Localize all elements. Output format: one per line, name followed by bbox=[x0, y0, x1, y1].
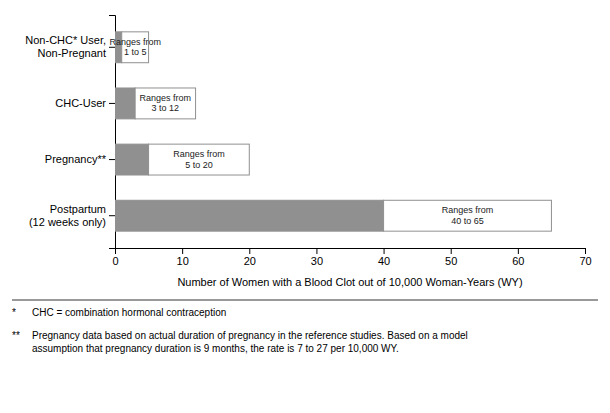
y-tick: CHC-User bbox=[55, 97, 115, 109]
y-tick-label: CHC-User bbox=[55, 97, 106, 109]
x-tick-mark bbox=[585, 248, 586, 254]
x-tick-label: 70 bbox=[579, 255, 591, 267]
y-tick-mark bbox=[109, 103, 115, 104]
bar-range bbox=[384, 200, 552, 231]
annotation: Ranges from3 to 12 bbox=[140, 93, 192, 113]
y-tick: Pregnancy** bbox=[45, 153, 115, 165]
bar-range bbox=[149, 144, 250, 175]
annotation: Ranges from40 to 65 bbox=[442, 205, 494, 225]
text-line: CHC-User bbox=[55, 97, 106, 109]
text-line: 40 to 65 bbox=[451, 216, 484, 226]
x-tick: 20 bbox=[244, 248, 256, 267]
y-axis-line bbox=[109, 16, 116, 249]
text-line: 5 to 20 bbox=[185, 160, 213, 170]
separator bbox=[12, 300, 598, 301]
x-tick-mark bbox=[182, 248, 183, 254]
y-tick-label: Non-CHC* User,Non-Pregnant bbox=[25, 34, 106, 59]
y-tick: Non-CHC* User,Non-Pregnant bbox=[25, 34, 115, 59]
text-line: CHC = combination hormonal contraception bbox=[32, 307, 226, 318]
text-line: Ranges from bbox=[442, 205, 494, 215]
annotation: Ranges from5 to 20 bbox=[173, 149, 225, 169]
x-axis-line bbox=[116, 249, 586, 255]
bars bbox=[115, 32, 551, 231]
x-axis-title: Number of Women with a Blood Clot out of… bbox=[177, 276, 522, 288]
y-tick: Postpartum(12 weeks only) bbox=[29, 203, 115, 228]
text-line: Non-Pregnant bbox=[38, 47, 107, 59]
x-tick: 30 bbox=[311, 248, 323, 267]
x-tick-label: 60 bbox=[512, 255, 524, 267]
plot: 0 10 20 30 40 50 60 70 Postpartum(12 weeks only)… bbox=[25, 16, 591, 267]
text-line: 3 to 12 bbox=[152, 103, 180, 113]
x-tick: 50 bbox=[445, 248, 457, 267]
text-line: Pregnancy** bbox=[45, 153, 107, 165]
text-line: Non-CHC* User, bbox=[25, 34, 106, 46]
text-line: Pregnancy data based on actual duration … bbox=[32, 330, 468, 341]
x-tick-mark bbox=[451, 248, 452, 254]
bar-range bbox=[135, 88, 195, 119]
text-line: Postpartum bbox=[50, 203, 106, 215]
x-tick-mark bbox=[518, 248, 519, 254]
footnote-symbol: * bbox=[12, 307, 16, 318]
annotations: Ranges from40 to 65Ranges from5 to 20Ran… bbox=[109, 37, 493, 226]
x-tick-label: 30 bbox=[311, 255, 323, 267]
x-tick-label: 0 bbox=[112, 255, 118, 267]
x-tick: 40 bbox=[378, 248, 390, 267]
x-tick: 70 bbox=[579, 248, 591, 267]
x-tick-label: 20 bbox=[244, 255, 256, 267]
y-tick-label: Pregnancy** bbox=[45, 153, 107, 165]
bar-filled bbox=[115, 200, 384, 231]
text-line: (12 weeks only) bbox=[29, 216, 106, 228]
x-axis: 0 10 20 30 40 50 60 70 bbox=[112, 248, 591, 267]
bar-filled bbox=[115, 88, 135, 119]
footnote-text: Pregnancy data based on actual duration … bbox=[32, 330, 468, 354]
x-tick: 10 bbox=[177, 248, 189, 267]
x-tick-mark bbox=[316, 248, 317, 254]
chart: 0 10 20 30 40 50 60 70 Postpartum(12 weeks only)… bbox=[0, 0, 610, 413]
x-tick: 0 bbox=[112, 248, 118, 267]
x-tick-mark bbox=[249, 248, 250, 254]
x-tick-label: 10 bbox=[177, 255, 189, 267]
bar-filled bbox=[115, 144, 149, 175]
text-line: 1 to 5 bbox=[124, 47, 147, 57]
text-line: Ranges from bbox=[109, 37, 161, 47]
text-line: Ranges from bbox=[173, 149, 225, 159]
x-tick-label: 40 bbox=[378, 255, 390, 267]
text-line: Ranges from bbox=[140, 93, 192, 103]
text-line: assumption that pregnancy duration is 9 … bbox=[32, 343, 399, 354]
x-tick-label: 50 bbox=[445, 255, 457, 267]
y-tick-mark bbox=[109, 159, 115, 160]
y-tick-label: Postpartum(12 weeks only) bbox=[29, 203, 106, 228]
x-tick: 60 bbox=[512, 248, 524, 267]
x-tick-mark bbox=[384, 248, 385, 254]
footnote-text: CHC = combination hormonal contraception bbox=[32, 307, 226, 318]
y-tick-mark bbox=[109, 215, 115, 216]
y-axis: Postpartum(12 weeks only) Pregnancy** CHC-… bbox=[25, 16, 115, 249]
footnote-symbol: ** bbox=[12, 330, 20, 341]
annotation: Ranges from1 to 5 bbox=[109, 37, 161, 57]
